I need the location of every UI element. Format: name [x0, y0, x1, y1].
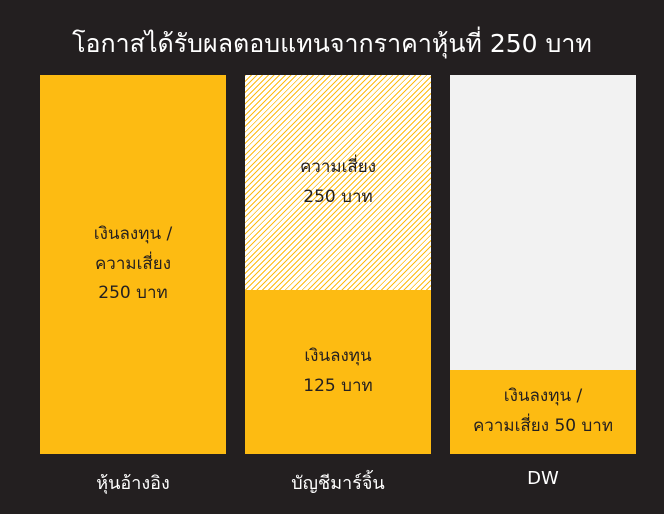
text-line: เงินลงทุน: [304, 346, 372, 367]
segment: เงินลงทุน 125 บาท: [245, 290, 431, 454]
segment: ความเสี่ยง 250 บาท: [245, 75, 431, 290]
text-line: เงินลงทุน /: [93, 223, 173, 244]
text-line: ความเสี่ยง: [299, 156, 377, 177]
segment: เงินลงทุน / ความเสี่ยง 250 บาท: [40, 75, 226, 454]
segment: เงินลงทุน / ความเสี่ยง 50 บาท: [450, 370, 636, 454]
column: เงินลงทุน / ความเสี่ยง 50 บาท: [450, 75, 636, 454]
text-line: ความเสี่ยง 50 บาท: [472, 416, 614, 436]
column-label: DW: [527, 468, 559, 489]
text-line: เงินลงทุน /: [503, 386, 583, 407]
text-line: ความเสี่ยง: [94, 253, 172, 274]
column: ความเสี่ยง 250 บาท เงินลงทุน 125 บาท: [245, 75, 431, 454]
column-label: บัญชีมาร์จิ้น: [291, 473, 385, 494]
text-line: 250 บาท: [303, 186, 373, 207]
text-line: 125 บาท: [303, 376, 373, 396]
text-line: 250 บาท: [98, 283, 168, 304]
title: โอกาสได้รับผลตอบแทนจากราคาหุ้นที่ 250 บา…: [72, 29, 592, 58]
column-label: หุ้นอ้างอิง: [96, 473, 170, 494]
empty-area: [450, 75, 636, 370]
column: เงินลงทุน / ความเสี่ยง 250 บาท: [40, 75, 226, 454]
